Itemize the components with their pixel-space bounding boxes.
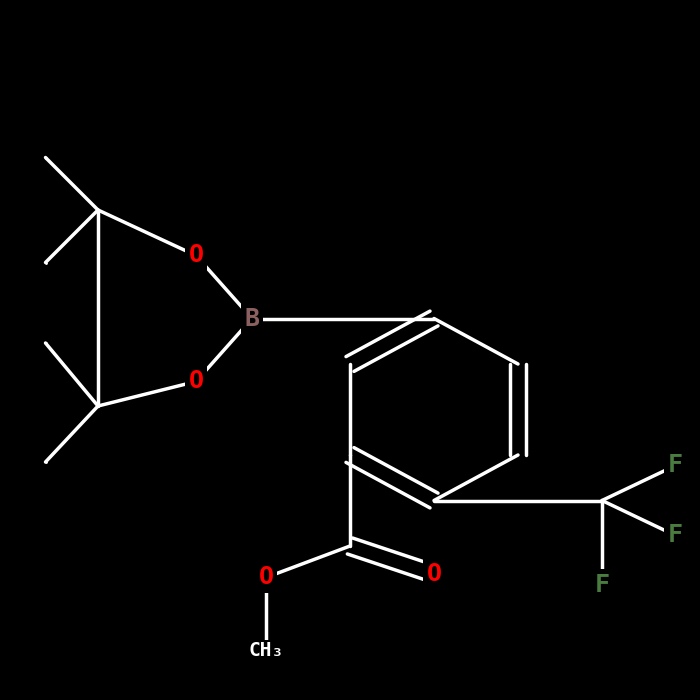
Text: B: B: [244, 307, 260, 330]
Text: O: O: [426, 562, 442, 586]
Text: O: O: [188, 370, 204, 393]
Text: F: F: [668, 454, 683, 477]
Text: CH₃: CH₃: [248, 641, 284, 661]
Text: F: F: [594, 573, 610, 596]
Text: O: O: [258, 566, 274, 589]
Text: O: O: [188, 244, 204, 267]
Text: F: F: [668, 524, 683, 547]
